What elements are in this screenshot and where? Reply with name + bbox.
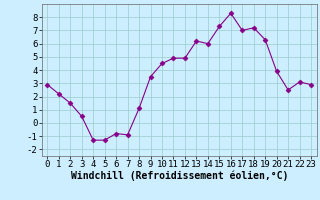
X-axis label: Windchill (Refroidissement éolien,°C): Windchill (Refroidissement éolien,°C) (70, 171, 288, 181)
